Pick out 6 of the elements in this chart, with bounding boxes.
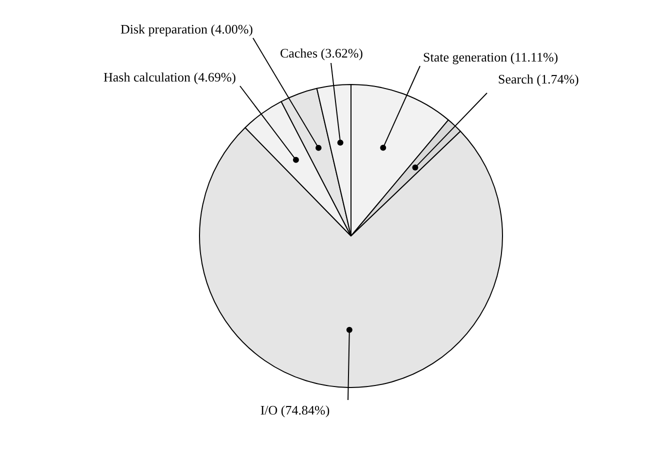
slice-label: I/O (74.84%) bbox=[260, 402, 330, 418]
slice-label: Hash calculation (4.69%) bbox=[104, 69, 236, 84]
slice-label: Caches (3.62%) bbox=[280, 45, 363, 60]
slice-label: Search (1.74%) bbox=[498, 71, 579, 86]
slice-label: Disk preparation (4.00%) bbox=[120, 21, 253, 36]
slice-label: State generation (11.11%) bbox=[423, 49, 558, 64]
